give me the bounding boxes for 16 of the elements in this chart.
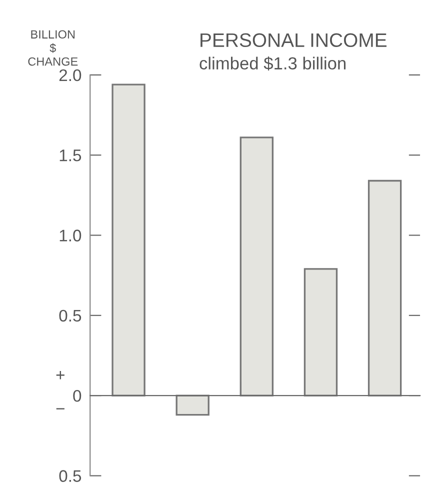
text: − — [56, 408, 64, 410]
bar — [240, 136, 274, 396]
y-tick-label: 2.0 — [59, 69, 82, 82]
y-axis-title: BILLION $ CHANGE — [28, 30, 78, 66]
y-tick-label: 0.5 — [59, 470, 82, 482]
y-tick-label: 0 — [73, 390, 82, 402]
y-tick-label: 1.0 — [60, 230, 82, 242]
chart-title: PERSONAL INCOME — [200, 33, 386, 48]
bar — [368, 180, 402, 396]
text: + — [56, 371, 64, 380]
bar — [112, 84, 146, 396]
y-tick-label: 1.5 — [60, 150, 82, 162]
bar — [304, 268, 338, 396]
chart-subtitle: climbed $1.3 billion — [200, 56, 346, 71]
bar — [176, 394, 210, 416]
y-tick-label: 0.5 — [59, 310, 82, 322]
